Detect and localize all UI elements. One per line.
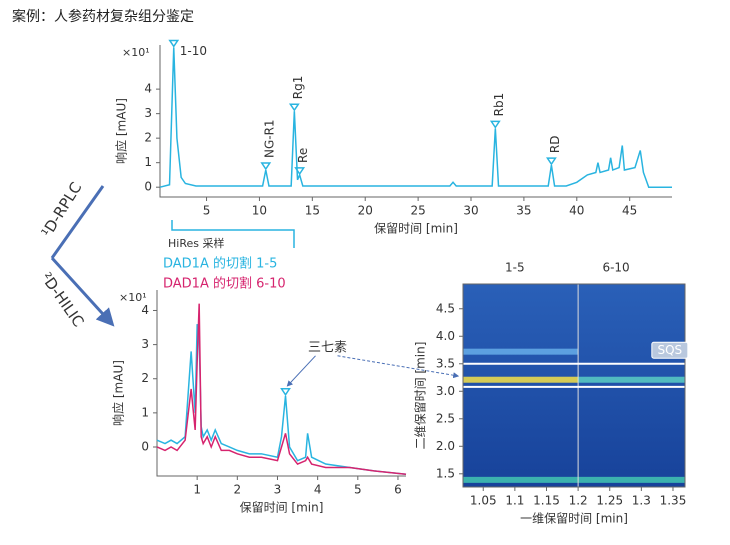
y-tick-label: 1 <box>141 405 149 419</box>
y-tick-label: 1 <box>144 155 152 169</box>
y-axis-label: 响应 [mAU] <box>114 98 129 164</box>
x-tick-label: 4 <box>314 483 322 497</box>
x-tick-label: 1.05 <box>470 494 497 508</box>
y-tick-label: 0 <box>144 180 152 194</box>
y-tick-label: 4.0 <box>436 329 455 343</box>
y-tick-label: 3.0 <box>436 384 455 398</box>
region-label: 1-5 <box>505 261 525 275</box>
peak-label: Rb1 <box>492 93 506 117</box>
y-tick-label: 4 <box>144 82 152 96</box>
peak-label: NG-R1 <box>262 119 276 158</box>
peak-label: 1-10 <box>180 44 207 58</box>
heat-band <box>578 376 685 383</box>
x-tick-label: 45 <box>622 204 637 218</box>
side-label: ²D-HILIC <box>37 269 87 330</box>
page-title: 案例：人参药材复杂组分鉴定 <box>12 8 194 25</box>
y-tick-label: 2 <box>141 371 149 385</box>
label-box <box>651 341 689 359</box>
x-tick-label: 1.3 <box>632 494 651 508</box>
x-tick-label: 3 <box>274 483 282 497</box>
legend-entry: DAD1A 的切割 1-5 <box>163 256 277 272</box>
x-tick-label: 25 <box>410 204 425 218</box>
y-tick-label: 2.5 <box>436 411 455 425</box>
x-tick-label: 15 <box>305 204 320 218</box>
peak-marker <box>288 103 300 112</box>
x-tick-label: 20 <box>358 204 373 218</box>
callout <box>286 355 316 387</box>
x-tick-label: 1.25 <box>596 494 623 508</box>
peak-marker <box>294 167 306 176</box>
y-tick-label: 1.5 <box>436 466 455 480</box>
x-tick-label: 5 <box>203 204 211 218</box>
axes <box>159 45 672 198</box>
peak-marker <box>260 162 272 171</box>
x-tick-label: 30 <box>463 204 478 218</box>
x-tick-label: 1.2 <box>569 494 588 508</box>
y-axis-label: 二维保留时间 [min] <box>414 342 428 450</box>
sqs-label: SQS <box>657 343 682 357</box>
y-scale-label: ×10¹ <box>122 46 150 59</box>
peak-marker <box>489 120 501 129</box>
x-tick-label: 35 <box>516 204 531 218</box>
x-axis-label: 保留时间 [min] <box>240 501 324 515</box>
callout <box>337 355 460 379</box>
side-label: ¹D-RPLC <box>38 179 86 241</box>
y-scale-label: ×10¹ <box>119 291 147 304</box>
trace <box>159 47 672 188</box>
x-axis-label: 保留时间 [min] <box>374 222 458 236</box>
y-tick-label: 4.5 <box>436 301 455 315</box>
x-tick-label: 1.15 <box>533 494 560 508</box>
y-tick-label: 3.5 <box>436 356 455 370</box>
x-tick-label: 1 <box>193 483 201 497</box>
y-tick-label: 2.0 <box>436 439 455 453</box>
sampling-bracket <box>171 220 295 248</box>
x-tick-label: 40 <box>569 204 584 218</box>
trace <box>156 324 407 476</box>
frame <box>462 283 686 488</box>
x-tick-label: 1.1 <box>505 494 524 508</box>
heat-band <box>463 476 685 483</box>
heat-band <box>463 348 579 355</box>
axes <box>156 290 406 477</box>
sampling-label: HiRes 采样 <box>168 236 224 250</box>
peak-marker <box>546 157 557 166</box>
peak-marker <box>168 39 180 48</box>
peak-label: Re <box>296 148 310 163</box>
heatmap-bg <box>463 284 685 487</box>
x-axis-label: 一维保留时间 [min] <box>520 512 628 526</box>
peak-label: Rg1 <box>291 76 305 100</box>
y-tick-label: 0 <box>141 439 149 453</box>
trace <box>156 303 407 476</box>
x-tick-label: 6 <box>394 483 402 497</box>
branch-arrows <box>50 185 112 324</box>
y-tick-label: 3 <box>141 337 149 351</box>
x-tick-label: 2 <box>234 483 242 497</box>
y-axis-label: 响应 [mAU] <box>111 360 126 426</box>
compound-label: 三七素 <box>308 340 347 355</box>
y-tick-label: 2 <box>144 131 152 145</box>
x-tick-label: 5 <box>354 483 362 497</box>
x-tick-label: 10 <box>252 204 267 218</box>
peak-marker <box>280 388 291 397</box>
peak-label: RD <box>548 136 562 154</box>
y-tick-label: 3 <box>144 106 152 120</box>
legend-entry: DAD1A 的切割 6-10 <box>163 276 286 292</box>
region-label: 6-10 <box>602 261 629 275</box>
x-tick-label: 1.35 <box>660 494 687 508</box>
heat-band <box>463 376 579 383</box>
y-tick-label: 4 <box>141 303 149 317</box>
